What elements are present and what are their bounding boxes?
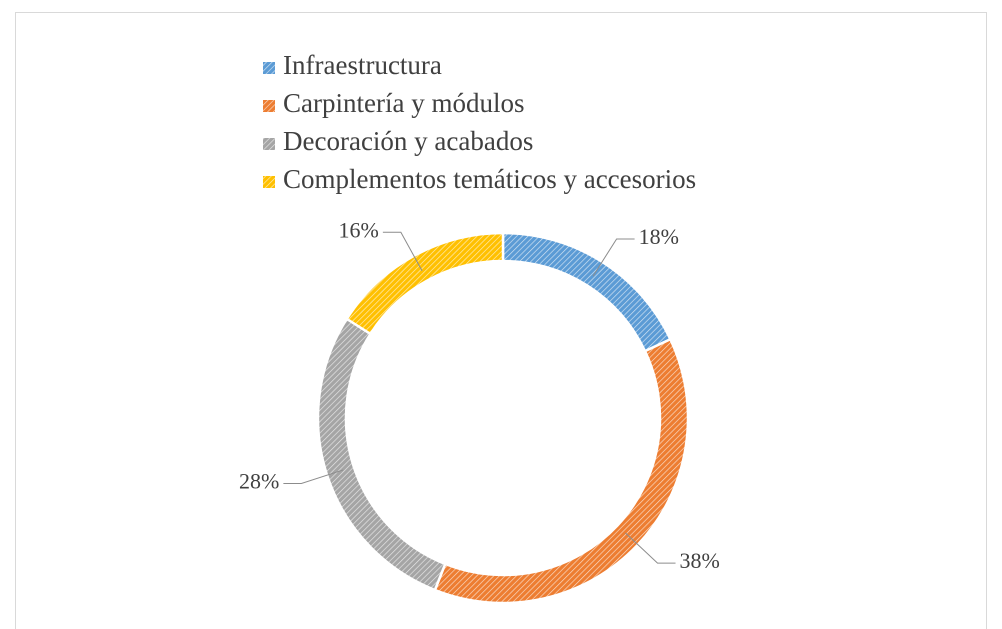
data-label: 38% <box>680 548 720 573</box>
data-label: 16% <box>339 217 379 242</box>
legend-label: Complementos temáticos y accesorios <box>283 164 696 194</box>
donut-segment <box>501 231 673 353</box>
leader-line <box>625 532 676 564</box>
chart-frame <box>15 12 987 629</box>
legend-label: Decoración y acabados <box>283 126 533 156</box>
donut-segment <box>316 317 447 592</box>
data-label: 18% <box>639 224 679 249</box>
leader-line <box>382 231 423 272</box>
legend-swatch <box>263 100 275 112</box>
leader-line <box>592 238 635 277</box>
data-label: 28% <box>239 469 279 494</box>
donut-segment <box>433 337 690 605</box>
legend-label: Carpintería y módulos <box>283 88 524 118</box>
leader-line <box>283 469 344 485</box>
donut-segment <box>345 231 505 336</box>
legend-swatch <box>263 138 275 150</box>
legend-swatch <box>263 62 275 74</box>
legend-label: Infraestructura <box>283 50 442 80</box>
legend-swatch <box>263 176 275 188</box>
